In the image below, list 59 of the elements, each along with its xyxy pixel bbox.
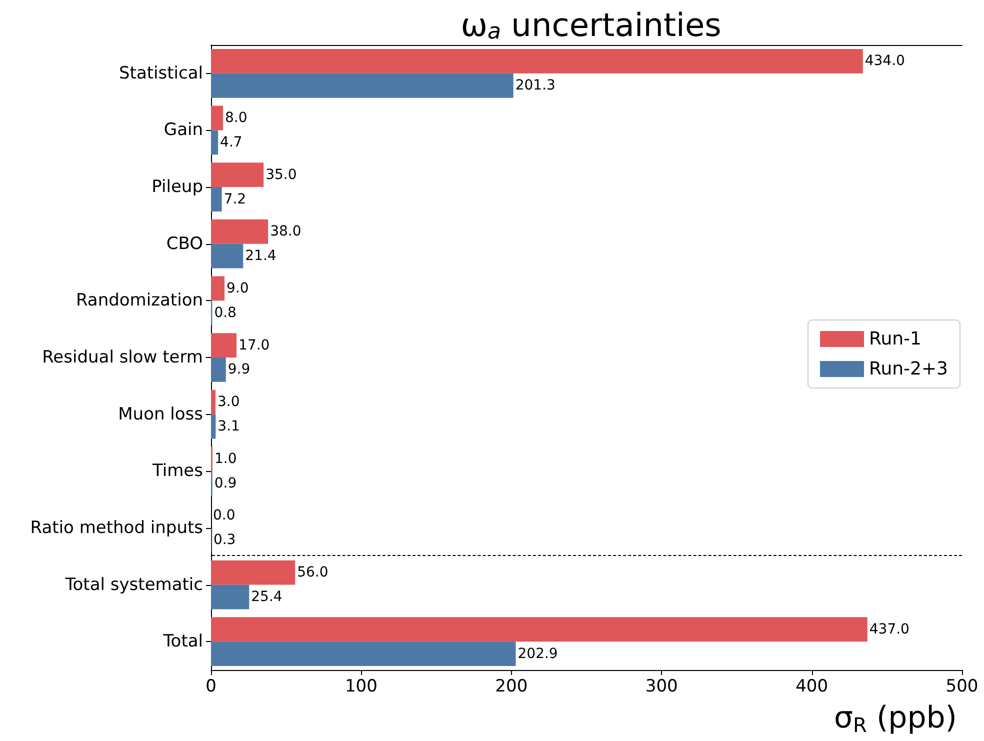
chart-title: ωa uncertainties — [460, 6, 722, 44]
data-label: 8.0 — [225, 110, 248, 126]
y-tick-label: Residual slow term — [42, 348, 203, 368]
bar — [211, 130, 218, 155]
x-tick-label: 100 — [344, 676, 378, 696]
x-tick-label: 0 — [206, 676, 216, 696]
data-label: 0.3 — [213, 532, 236, 548]
bar — [211, 560, 296, 585]
data-label: 201.3 — [515, 78, 556, 94]
y-tick-label: Randomization — [76, 290, 203, 311]
data-label: 38.0 — [270, 224, 302, 240]
data-label: 25.4 — [251, 588, 282, 605]
legend-label: Run-2+3 — [869, 358, 948, 380]
data-label: 3.1 — [218, 418, 240, 435]
y-tick-label: Total systematic — [64, 574, 203, 595]
data-label: 0.0 — [213, 508, 236, 524]
data-label: 17.0 — [238, 337, 270, 354]
bar — [211, 162, 264, 188]
y-tick-label: Gain — [164, 120, 203, 140]
data-label: 1.0 — [214, 450, 237, 467]
data-label: 0.8 — [214, 304, 236, 321]
data-label: 0.9 — [214, 475, 237, 492]
bar — [211, 244, 244, 268]
bar — [211, 106, 224, 130]
y-tick-label: Total — [162, 632, 203, 652]
bar — [211, 358, 226, 382]
legend-label: Run-1 — [869, 328, 922, 350]
bar — [211, 414, 216, 439]
x-tick-label: 400 — [796, 676, 828, 696]
bar — [211, 584, 250, 610]
data-label: 56.0 — [297, 564, 328, 581]
bar — [211, 617, 868, 642]
data-label: 437.0 — [869, 621, 910, 638]
bar — [211, 390, 216, 414]
x-tick-label: 300 — [645, 676, 678, 696]
data-label: 4.7 — [220, 134, 242, 150]
data-label: 9.0 — [226, 280, 249, 296]
y-tick-label: Muon loss — [118, 404, 204, 424]
data-label: 434.0 — [864, 53, 905, 70]
y-tick-label: CBO — [166, 234, 203, 254]
x-tick-label: 500 — [946, 676, 978, 696]
data-label: 7.2 — [224, 191, 246, 208]
data-label: 35.0 — [266, 166, 297, 183]
y-tick-label: Pileup — [152, 177, 203, 198]
data-label: 202.9 — [518, 646, 558, 662]
y-tick-label: Ratio method inputs — [30, 518, 204, 538]
data-label: 9.9 — [228, 362, 250, 378]
bar — [211, 73, 514, 98]
bar — [211, 276, 225, 301]
bar — [211, 48, 863, 74]
y-tick-label: Times — [152, 461, 204, 482]
data-label: 3.0 — [218, 394, 240, 410]
bar — [211, 642, 516, 666]
x-tick-label: 200 — [495, 676, 528, 696]
bar — [211, 187, 222, 212]
bar — [211, 333, 237, 358]
bar — [211, 219, 268, 244]
data-label: 21.4 — [245, 248, 276, 264]
y-tick-label: Statistical — [119, 63, 203, 84]
